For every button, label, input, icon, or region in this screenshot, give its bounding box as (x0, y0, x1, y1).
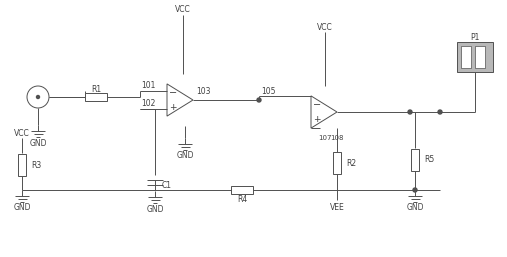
Text: R3: R3 (31, 161, 41, 170)
Text: R1: R1 (91, 85, 101, 94)
Bar (18, 154, 26, 176)
Text: −: − (169, 88, 177, 98)
Text: GND: GND (176, 151, 194, 161)
Text: R2: R2 (346, 159, 356, 168)
Text: 108: 108 (330, 135, 344, 141)
Bar (475, 46, 485, 68)
Circle shape (257, 98, 261, 102)
Bar (461, 46, 471, 68)
Text: +: + (169, 103, 177, 112)
Text: P1: P1 (470, 33, 480, 42)
Circle shape (438, 110, 442, 114)
Text: VCC: VCC (14, 128, 30, 137)
Circle shape (408, 110, 412, 114)
Text: C1: C1 (162, 180, 172, 189)
Text: GND: GND (29, 139, 47, 148)
Text: 103: 103 (196, 87, 210, 96)
Text: −: − (313, 100, 321, 110)
Bar (411, 149, 419, 171)
Text: 107: 107 (318, 135, 332, 141)
Text: R4: R4 (237, 195, 247, 204)
Bar (457, 42, 493, 72)
Text: GND: GND (406, 204, 424, 213)
Text: VCC: VCC (317, 23, 333, 32)
Text: +: + (313, 115, 321, 124)
Text: R5: R5 (424, 155, 434, 164)
Text: GND: GND (146, 205, 164, 214)
Bar (231, 186, 253, 194)
Text: 105: 105 (261, 87, 275, 96)
Circle shape (37, 96, 40, 98)
Bar (333, 152, 341, 174)
Text: GND: GND (13, 204, 31, 213)
Text: 101: 101 (141, 80, 155, 89)
Text: VEE: VEE (330, 203, 344, 212)
Circle shape (413, 188, 417, 192)
Bar (85, 93, 107, 101)
Text: VCC: VCC (175, 5, 191, 14)
Text: 102: 102 (141, 98, 155, 107)
